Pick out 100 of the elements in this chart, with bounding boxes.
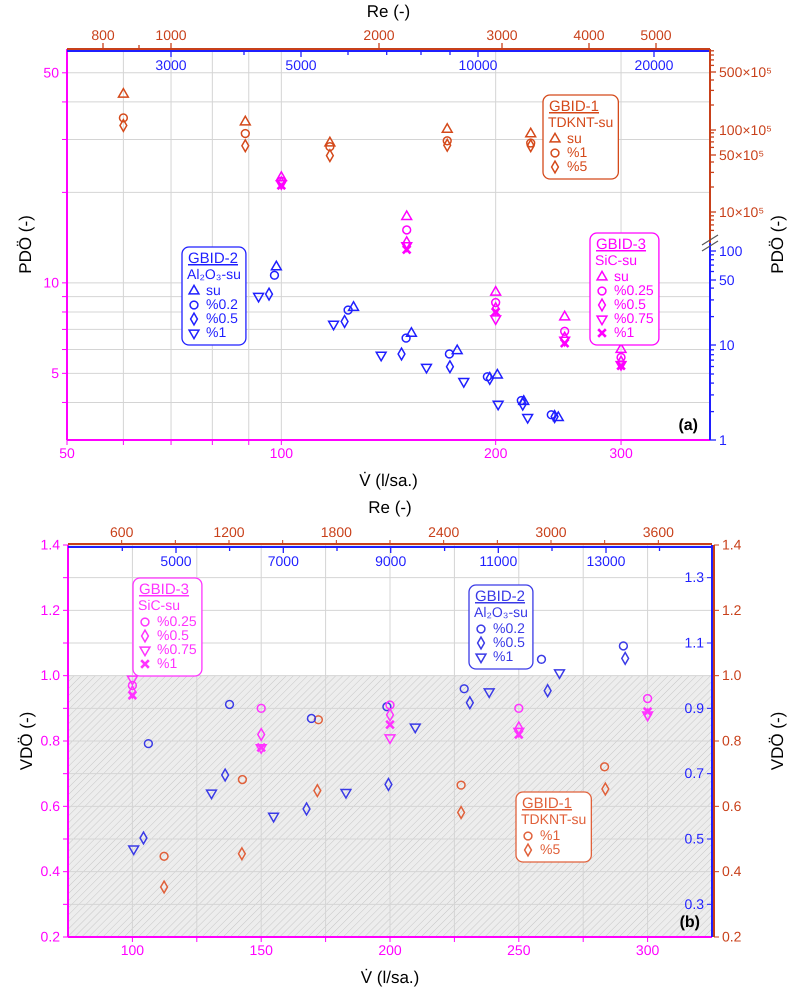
x2-tick-label: 600 [110,524,134,540]
y3-tick-label: 0.9 [684,700,704,716]
y-tick-label: 0.8 [40,732,60,748]
y2-tick-label: 0.2 [722,928,742,944]
text: 50 [719,272,735,288]
legend-label: %1 [157,655,178,671]
x-axis-title: V̇ (l/sa.) [360,968,420,987]
text: 5000 [640,27,672,43]
y-tick-label: 10 [43,274,60,290]
x-tick-label: 250 [507,942,531,958]
y-tick-label: 0.4 [40,863,60,880]
x-tick-label: 100 [270,444,294,461]
annotation: (b) [680,914,700,931]
y2-tick-label: 1.0 [722,667,742,684]
x-tick-label: 200 [378,942,402,958]
y2-tick-label: 1.4 [722,536,742,552]
y-tick-label: 0.2 [40,928,60,944]
legend-label: %1 [567,144,588,160]
x-tick-label: 200 [484,444,508,461]
legend-label: %0.75 [157,641,197,657]
y-axis-title: VDÖ (-) [17,712,36,770]
legend-label: %1 [614,324,634,340]
text: 100×10⁵ [719,122,772,138]
x2-tick-label: 1800 [320,524,352,540]
x2-axis-title: Re (-) [366,2,410,21]
legend-label: su [567,130,582,146]
annotation: 7000 [268,553,300,569]
legend-label: %5 [540,841,560,857]
text: 4000 [573,27,605,43]
y2-tick-label: 0.4 [722,863,742,880]
text: 800 [91,27,115,43]
x-tick-label: 100 [120,942,144,958]
text: 2000 [363,27,395,43]
annotation: 11000 [479,553,518,569]
annotation: GBID-3 [139,581,190,598]
annotation: (a) [678,417,698,434]
legend-label: su [614,268,629,284]
legend-label: %5 [567,158,588,174]
x-axis-title: V̇ (l/sa.) [359,471,418,490]
legend-label: %0.2 [493,620,526,636]
y-axis-title: PDÖ (-) [16,215,35,274]
y2-tick-label: 0.8 [722,732,742,748]
text: 3000 [486,27,518,43]
y-tick-label: 0.6 [40,798,60,814]
x-tick-label: 300 [609,444,633,461]
annotation: 20000 [634,57,674,73]
legend-label: %1 [493,648,514,664]
annotation: Al₂O₃-su [474,604,528,620]
y-tick-label: 1.4 [40,536,60,552]
legend-label: %1 [540,827,560,843]
legend-label: %0.5 [206,310,238,326]
x2-tick-label: 3600 [642,524,674,540]
annotation: 10000 [458,57,498,73]
annotation: GBID-2 [188,250,238,267]
annotation: Al₂O₃-su [187,266,241,282]
annotation: 5000 [160,553,192,569]
y2-tick-label: 1.2 [722,602,742,618]
legend-label: %0.5 [614,296,646,312]
legend-label: %0.25 [157,613,197,629]
y-tick-label: 1.2 [40,602,60,618]
legend-label: %0.25 [614,282,654,298]
y-tick-label: 50 [43,64,60,80]
x2-tick-label: 1200 [213,524,245,540]
y3-tick-label: 1.1 [684,634,704,650]
y3-tick-label: 1.3 [684,569,704,586]
x2-tick-label: 2400 [428,524,460,540]
annotation: SiC-su [595,252,638,268]
legend-label: %0.2 [206,296,238,312]
annotation: GBID-1 [522,795,572,812]
y-tick-label: 5 [51,364,60,381]
y2-axis-title: PDÖ (-) [768,215,787,274]
y2-axis-title: VDÖ (-) [768,712,787,770]
legend-label: %0.5 [493,634,526,650]
y-tick-label: 1.0 [40,667,60,684]
x2-axis-title: Re (-) [368,498,412,517]
text: 1 [719,432,727,448]
text: 10×10⁵ [719,204,764,220]
annotation: 13000 [586,553,626,569]
y3-tick-label: 0.7 [684,765,704,782]
text: 50×10⁵ [719,146,764,163]
text: 1000 [155,27,187,43]
annotation: GBID-1 [549,98,600,115]
x2-tick-label: 3000 [535,524,567,540]
text: 100 [719,242,743,259]
legend-label: %0.75 [614,310,654,326]
y3-tick-label: 0.3 [684,896,704,912]
text: 10 [719,336,735,353]
x-tick-label: 300 [636,942,660,958]
annotation: 3000 [155,57,187,73]
text: 500×10⁵ [719,64,772,80]
legend-label: su [206,282,221,298]
x-tick-label: 150 [250,942,274,958]
annotation: 9000 [375,553,406,569]
annotation: SiC-su [138,597,180,613]
annotation: GBID-3 [596,236,646,253]
annotation: GBID-2 [475,588,526,605]
x-tick-label: 50 [59,444,75,461]
annotation: TDKNT-su [521,811,586,827]
y2-tick-label: 0.6 [722,798,742,814]
annotation: 5000 [285,57,317,73]
